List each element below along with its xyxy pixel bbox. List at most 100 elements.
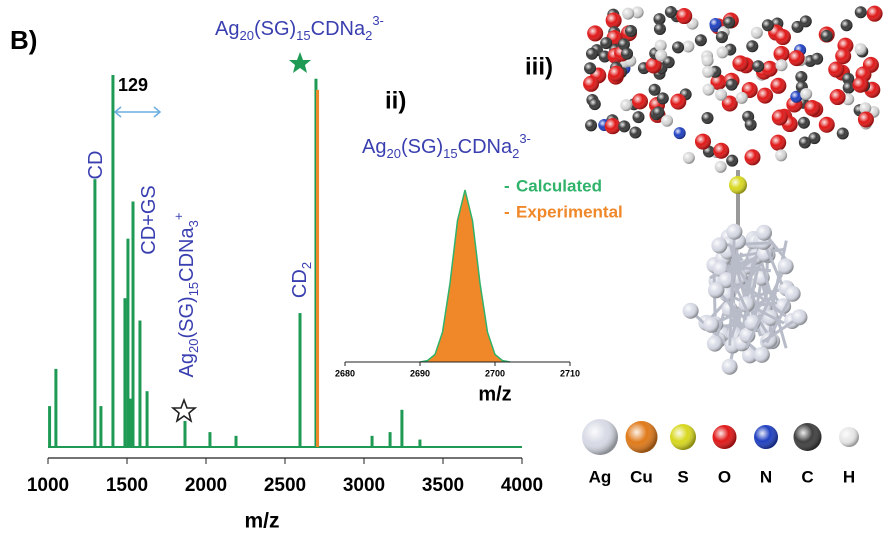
atom-shine	[618, 120, 630, 132]
x-tick-label: 2710	[560, 368, 580, 378]
text-part: CD	[289, 269, 311, 298]
text-part: Ag	[176, 353, 198, 377]
atom-shine	[583, 76, 599, 92]
text-part: 20	[186, 339, 201, 353]
atom-shine	[715, 161, 727, 173]
atom-shine	[584, 62, 596, 74]
atom-shine	[799, 137, 811, 149]
atom-shine	[722, 359, 738, 375]
x-tick-label: 2700	[485, 368, 505, 378]
text-part: CD+GS	[138, 185, 160, 254]
atom-shine	[867, 6, 883, 22]
atom-shine	[791, 309, 807, 325]
molecule-model	[583, 6, 883, 375]
atom-shine	[713, 143, 729, 159]
peak-label: Ag20(SG)15CDNa23-	[215, 13, 384, 43]
x-tick-label: 4000	[501, 475, 543, 496]
panel-label: iii)	[525, 53, 553, 80]
x-tick-label: 1500	[106, 475, 148, 496]
atom-shine	[682, 41, 694, 53]
atom-shine	[723, 16, 735, 28]
peak	[111, 75, 114, 447]
text-part: CDNa	[176, 226, 198, 281]
element-label: O	[718, 467, 731, 486]
area	[420, 190, 510, 362]
atom-shine	[695, 34, 707, 46]
atom-shine	[751, 27, 763, 39]
text-part: 20	[239, 28, 253, 43]
x-tick-label: 1000	[27, 475, 69, 496]
legend-label: Experimental	[516, 202, 623, 221]
peak-label: Ag20(SG)15CDNa3+	[171, 213, 201, 378]
atom-shine	[726, 224, 742, 240]
text-part: (SG)	[401, 136, 443, 158]
atom-shine	[585, 119, 597, 131]
atom-shine	[736, 92, 748, 104]
atom-shine	[629, 127, 641, 139]
atom-shine	[785, 286, 801, 302]
text-part: CD	[85, 151, 107, 180]
atom-shine	[695, 134, 711, 150]
atom-shine	[655, 50, 667, 62]
text-part: 2	[512, 146, 519, 161]
peak-label: CD+GS	[138, 185, 160, 254]
atom-shine	[661, 115, 673, 127]
atom-shine	[622, 8, 634, 20]
text-part: CDNa	[311, 18, 366, 40]
atom-shine	[654, 23, 666, 35]
atom-shine	[855, 43, 867, 55]
element-label: Ag	[589, 467, 612, 486]
atom-shine	[811, 53, 823, 65]
inset-title: Ag20(SG)15CDNa23-	[362, 131, 531, 161]
atom-shine	[716, 46, 728, 58]
peak	[208, 432, 211, 447]
atom-shine	[752, 60, 764, 72]
peak-label: CD2	[289, 262, 314, 298]
atom-shine	[606, 12, 622, 28]
atom-shine	[652, 106, 664, 118]
atom-shine	[754, 347, 770, 363]
element-label: S	[677, 467, 688, 486]
atom-shine	[620, 99, 632, 111]
atom-shine	[670, 94, 686, 110]
atom-shine	[707, 336, 723, 352]
text-part: 3-	[372, 13, 384, 28]
atom-shine	[683, 152, 695, 164]
atom-shine	[819, 117, 835, 133]
x-axis-title: m/z	[244, 510, 279, 533]
text-part: Ag	[215, 18, 239, 40]
legend-dash: -	[504, 176, 510, 195]
atom-shine	[776, 59, 788, 71]
atom-shine	[665, 6, 677, 18]
peak	[54, 369, 57, 447]
x-tick-label: 2500	[264, 475, 306, 496]
atom-shine	[726, 155, 738, 167]
text-part: (SG)	[254, 18, 296, 40]
atom-shine	[600, 37, 612, 49]
atom-shine	[708, 282, 724, 298]
atom-shine	[711, 237, 727, 253]
atom-shine	[587, 25, 603, 41]
peak	[389, 432, 392, 447]
atom-shine	[855, 6, 867, 18]
atom-shine	[709, 18, 721, 30]
gap-label: 129	[118, 75, 148, 95]
atom-shine	[837, 128, 849, 140]
atom-shine	[778, 258, 794, 274]
x-tick-label: 2000	[185, 475, 227, 496]
element-shine	[670, 424, 696, 450]
star-marker	[289, 52, 311, 73]
peak	[99, 406, 102, 447]
text-part: (SG)	[176, 296, 198, 338]
text-part: 3	[186, 220, 201, 227]
element-shine	[713, 425, 737, 449]
text-part: 15	[186, 282, 201, 296]
peak	[235, 436, 238, 447]
peak	[400, 410, 403, 447]
element-shine	[582, 419, 618, 455]
atom-shine	[621, 48, 633, 60]
peak	[418, 440, 421, 447]
atom-shine	[625, 25, 637, 37]
atom-shine	[715, 89, 727, 101]
atom-shine	[775, 149, 787, 161]
